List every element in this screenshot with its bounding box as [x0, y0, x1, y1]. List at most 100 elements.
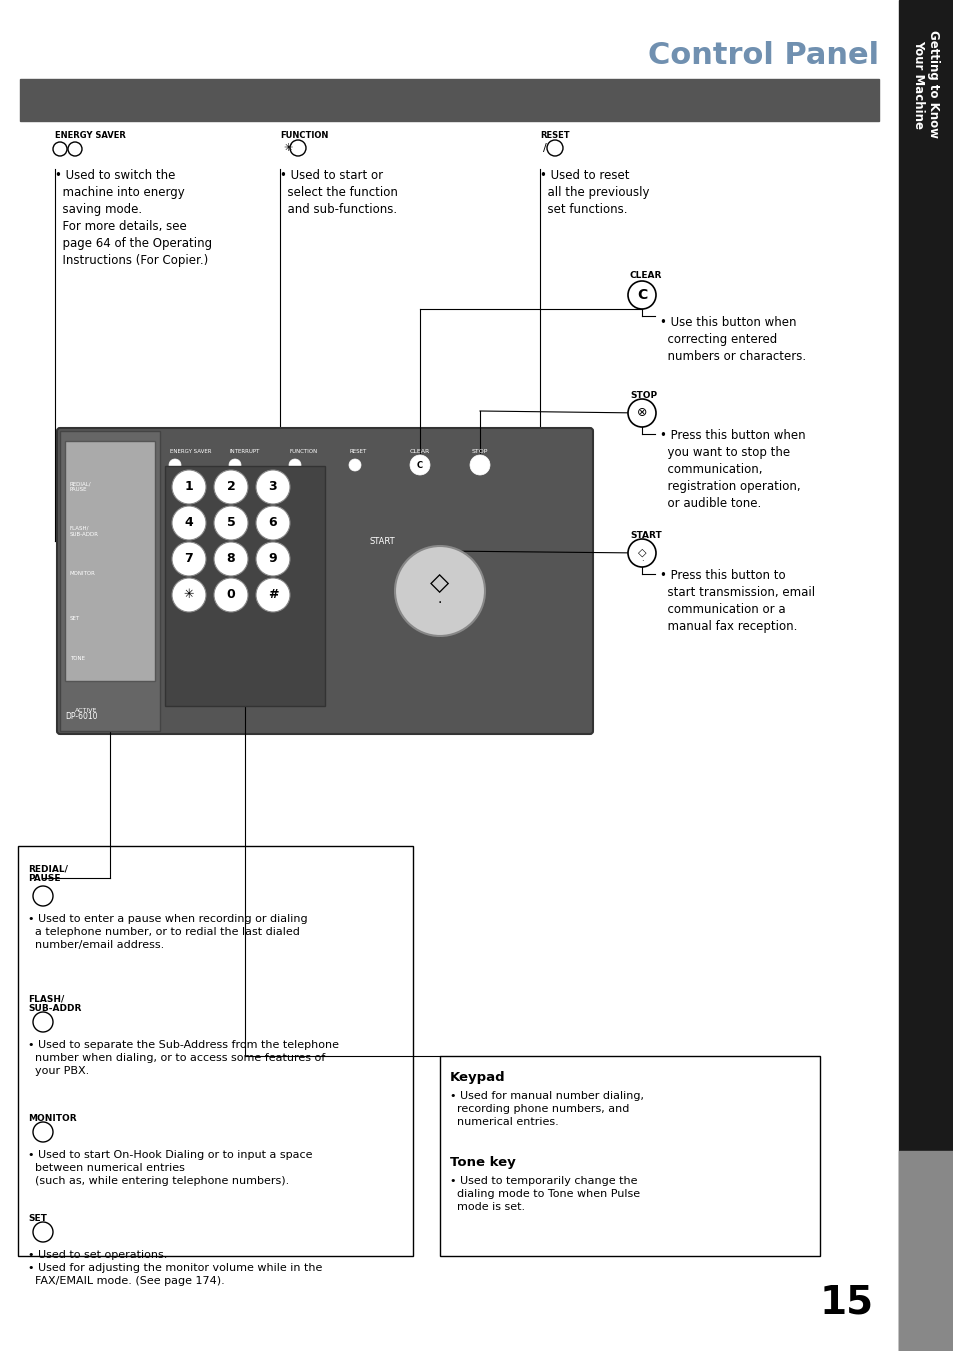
Text: SET: SET	[28, 1215, 47, 1223]
Text: DP-6010: DP-6010	[65, 712, 97, 721]
Text: 6: 6	[269, 516, 277, 530]
Text: MONITOR: MONITOR	[28, 1115, 76, 1123]
Text: FLASH/
SUB-ADDR: FLASH/ SUB-ADDR	[28, 994, 81, 1013]
Circle shape	[213, 542, 248, 576]
Text: • Use this button when
  correcting entered
  numbers or characters.: • Use this button when correcting entere…	[659, 316, 805, 363]
Text: • Used to start On-Hook Dialing or to input a space
  between numerical entries
: • Used to start On-Hook Dialing or to in…	[28, 1150, 313, 1186]
Bar	[65, 440, 154, 681]
Text: ◇: ◇	[430, 571, 449, 594]
Text: ACTIVE: ACTIVE	[75, 708, 97, 713]
Text: Control Panel: Control Panel	[647, 41, 878, 70]
Text: RESET: RESET	[539, 131, 569, 141]
Bar	[20, 78, 878, 122]
Text: • Press this button when
  you want to stop the
  communication,
  registration : • Press this button when you want to sto…	[659, 430, 804, 509]
Circle shape	[410, 455, 430, 476]
Bar	[165, 466, 325, 707]
Text: 8: 8	[227, 553, 235, 566]
Circle shape	[229, 459, 241, 471]
Text: C: C	[637, 288, 646, 303]
Text: REDIAL/
PAUSE: REDIAL/ PAUSE	[70, 481, 91, 492]
Circle shape	[289, 459, 301, 471]
Circle shape	[255, 470, 290, 504]
Text: SET: SET	[70, 616, 80, 621]
Circle shape	[627, 539, 656, 567]
Circle shape	[349, 459, 360, 471]
Text: 7: 7	[185, 553, 193, 566]
Circle shape	[255, 507, 290, 540]
Circle shape	[102, 571, 118, 586]
Text: 0: 0	[227, 589, 235, 601]
FancyBboxPatch shape	[439, 1056, 820, 1256]
Text: • Used to switch the
  machine into energy
  saving mode.
  For more details, se: • Used to switch the machine into energy…	[55, 169, 212, 267]
Circle shape	[627, 281, 656, 309]
Text: ENERGY SAVER: ENERGY SAVER	[170, 449, 212, 454]
Circle shape	[102, 616, 118, 632]
Circle shape	[213, 470, 248, 504]
Circle shape	[290, 141, 306, 155]
Text: Tone key: Tone key	[450, 1156, 516, 1169]
Text: • Used for manual number dialing,
  recording phone numbers, and
  numerical ent: • Used for manual number dialing, record…	[450, 1092, 643, 1127]
Circle shape	[213, 507, 248, 540]
Circle shape	[33, 1223, 53, 1242]
Circle shape	[255, 578, 290, 612]
Circle shape	[213, 578, 248, 612]
Text: ·: ·	[640, 558, 642, 566]
Text: ⊗: ⊗	[636, 407, 646, 420]
Text: • Used to separate the Sub-Address from the telephone
  number when dialing, or : • Used to separate the Sub-Address from …	[28, 1040, 338, 1077]
Text: CLEAR: CLEAR	[629, 272, 661, 280]
Text: 9: 9	[269, 553, 277, 566]
FancyBboxPatch shape	[57, 428, 593, 734]
Text: FLASH/
SUB-ADDR: FLASH/ SUB-ADDR	[70, 526, 99, 536]
Circle shape	[102, 481, 118, 497]
Text: Getting to Know
Your Machine: Getting to Know Your Machine	[911, 30, 940, 138]
Text: 15: 15	[819, 1283, 873, 1321]
Circle shape	[33, 1121, 53, 1142]
Text: STOP: STOP	[472, 449, 488, 454]
Text: ·: ·	[437, 596, 442, 611]
Circle shape	[102, 526, 118, 542]
Text: INTERRUPT: INTERRUPT	[230, 449, 260, 454]
Text: Keypad: Keypad	[450, 1071, 505, 1084]
Text: C: C	[416, 461, 422, 470]
Text: • Used to set operations.
• Used for adjusting the monitor volume while in the
 : • Used to set operations. • Used for adj…	[28, 1250, 322, 1286]
Text: TONE: TONE	[70, 657, 85, 661]
Circle shape	[33, 886, 53, 907]
Circle shape	[172, 507, 206, 540]
Text: 3: 3	[269, 481, 277, 493]
Text: • Used to reset
  all the previously
  set functions.: • Used to reset all the previously set f…	[539, 169, 649, 216]
Circle shape	[53, 142, 67, 155]
Text: ✳: ✳	[283, 143, 292, 153]
Circle shape	[627, 399, 656, 427]
Circle shape	[33, 1012, 53, 1032]
Text: 1: 1	[185, 481, 193, 493]
Circle shape	[172, 470, 206, 504]
Text: 4: 4	[185, 516, 193, 530]
Text: • Used to enter a pause when recording or dialing
  a telephone number, or to re: • Used to enter a pause when recording o…	[28, 915, 307, 950]
Text: 5: 5	[227, 516, 235, 530]
Circle shape	[68, 142, 82, 155]
Text: FUNCTION: FUNCTION	[290, 449, 318, 454]
Circle shape	[546, 141, 562, 155]
Circle shape	[470, 455, 490, 476]
Circle shape	[395, 546, 484, 636]
Text: ◇: ◇	[638, 549, 645, 558]
Text: FUNCTION: FUNCTION	[280, 131, 328, 141]
FancyBboxPatch shape	[18, 846, 413, 1256]
Text: STOP: STOP	[629, 390, 657, 400]
Circle shape	[172, 542, 206, 576]
Bar	[60, 431, 160, 731]
Text: ENERGY SAVER: ENERGY SAVER	[55, 131, 126, 141]
Bar	[898, 0, 953, 1351]
Circle shape	[255, 542, 290, 576]
Text: CLEAR: CLEAR	[410, 449, 430, 454]
Text: 2: 2	[227, 481, 235, 493]
Text: • Used to start or
  select the function
  and sub-functions.: • Used to start or select the function a…	[280, 169, 397, 216]
Text: • Press this button to
  start transmission, email
  communication or a
  manual: • Press this button to start transmissio…	[659, 569, 814, 634]
Text: RESET: RESET	[350, 449, 367, 454]
Circle shape	[169, 459, 181, 471]
Bar	[898, 1151, 953, 1351]
Text: MONITOR: MONITOR	[70, 571, 95, 576]
Text: #: #	[268, 589, 278, 601]
Text: • Used to temporarily change the
  dialing mode to Tone when Pulse
  mode is set: • Used to temporarily change the dialing…	[450, 1175, 639, 1212]
Text: START: START	[629, 531, 661, 540]
